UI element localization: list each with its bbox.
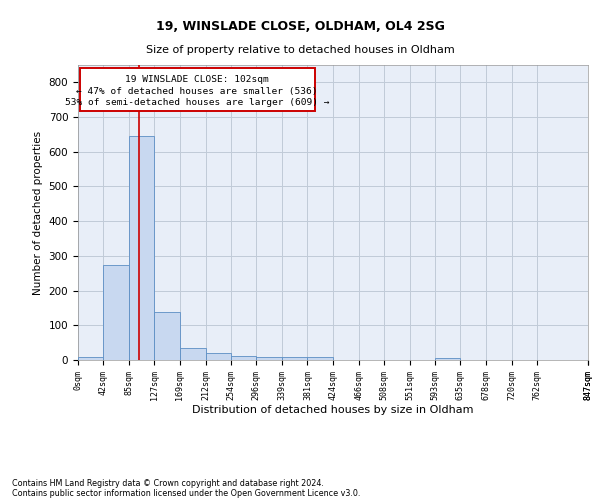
Bar [256,356,282,360]
Text: 53% of semi-detached houses are larger (609) →: 53% of semi-detached houses are larger (… [65,98,329,106]
Bar [282,356,307,360]
Text: Contains public sector information licensed under the Open Government Licence v3: Contains public sector information licen… [12,488,361,498]
Bar [103,264,129,360]
Text: Contains HM Land Registry data © Crown copyright and database right 2024.: Contains HM Land Registry data © Crown c… [12,478,324,488]
Text: Size of property relative to detached houses in Oldham: Size of property relative to detached ho… [146,45,454,55]
Bar [206,353,231,360]
Bar [435,358,460,360]
Y-axis label: Number of detached properties: Number of detached properties [33,130,43,294]
Bar [78,357,103,360]
FancyBboxPatch shape [80,68,314,111]
Text: 19 WINSLADE CLOSE: 102sqm: 19 WINSLADE CLOSE: 102sqm [125,76,269,84]
Bar [231,356,256,360]
Bar [180,348,206,360]
Text: ← 47% of detached houses are smaller (536): ← 47% of detached houses are smaller (53… [76,86,318,96]
Bar [129,136,154,360]
Bar [154,312,180,360]
Bar [307,357,334,360]
X-axis label: Distribution of detached houses by size in Oldham: Distribution of detached houses by size … [192,406,474,415]
Text: 19, WINSLADE CLOSE, OLDHAM, OL4 2SG: 19, WINSLADE CLOSE, OLDHAM, OL4 2SG [155,20,445,33]
